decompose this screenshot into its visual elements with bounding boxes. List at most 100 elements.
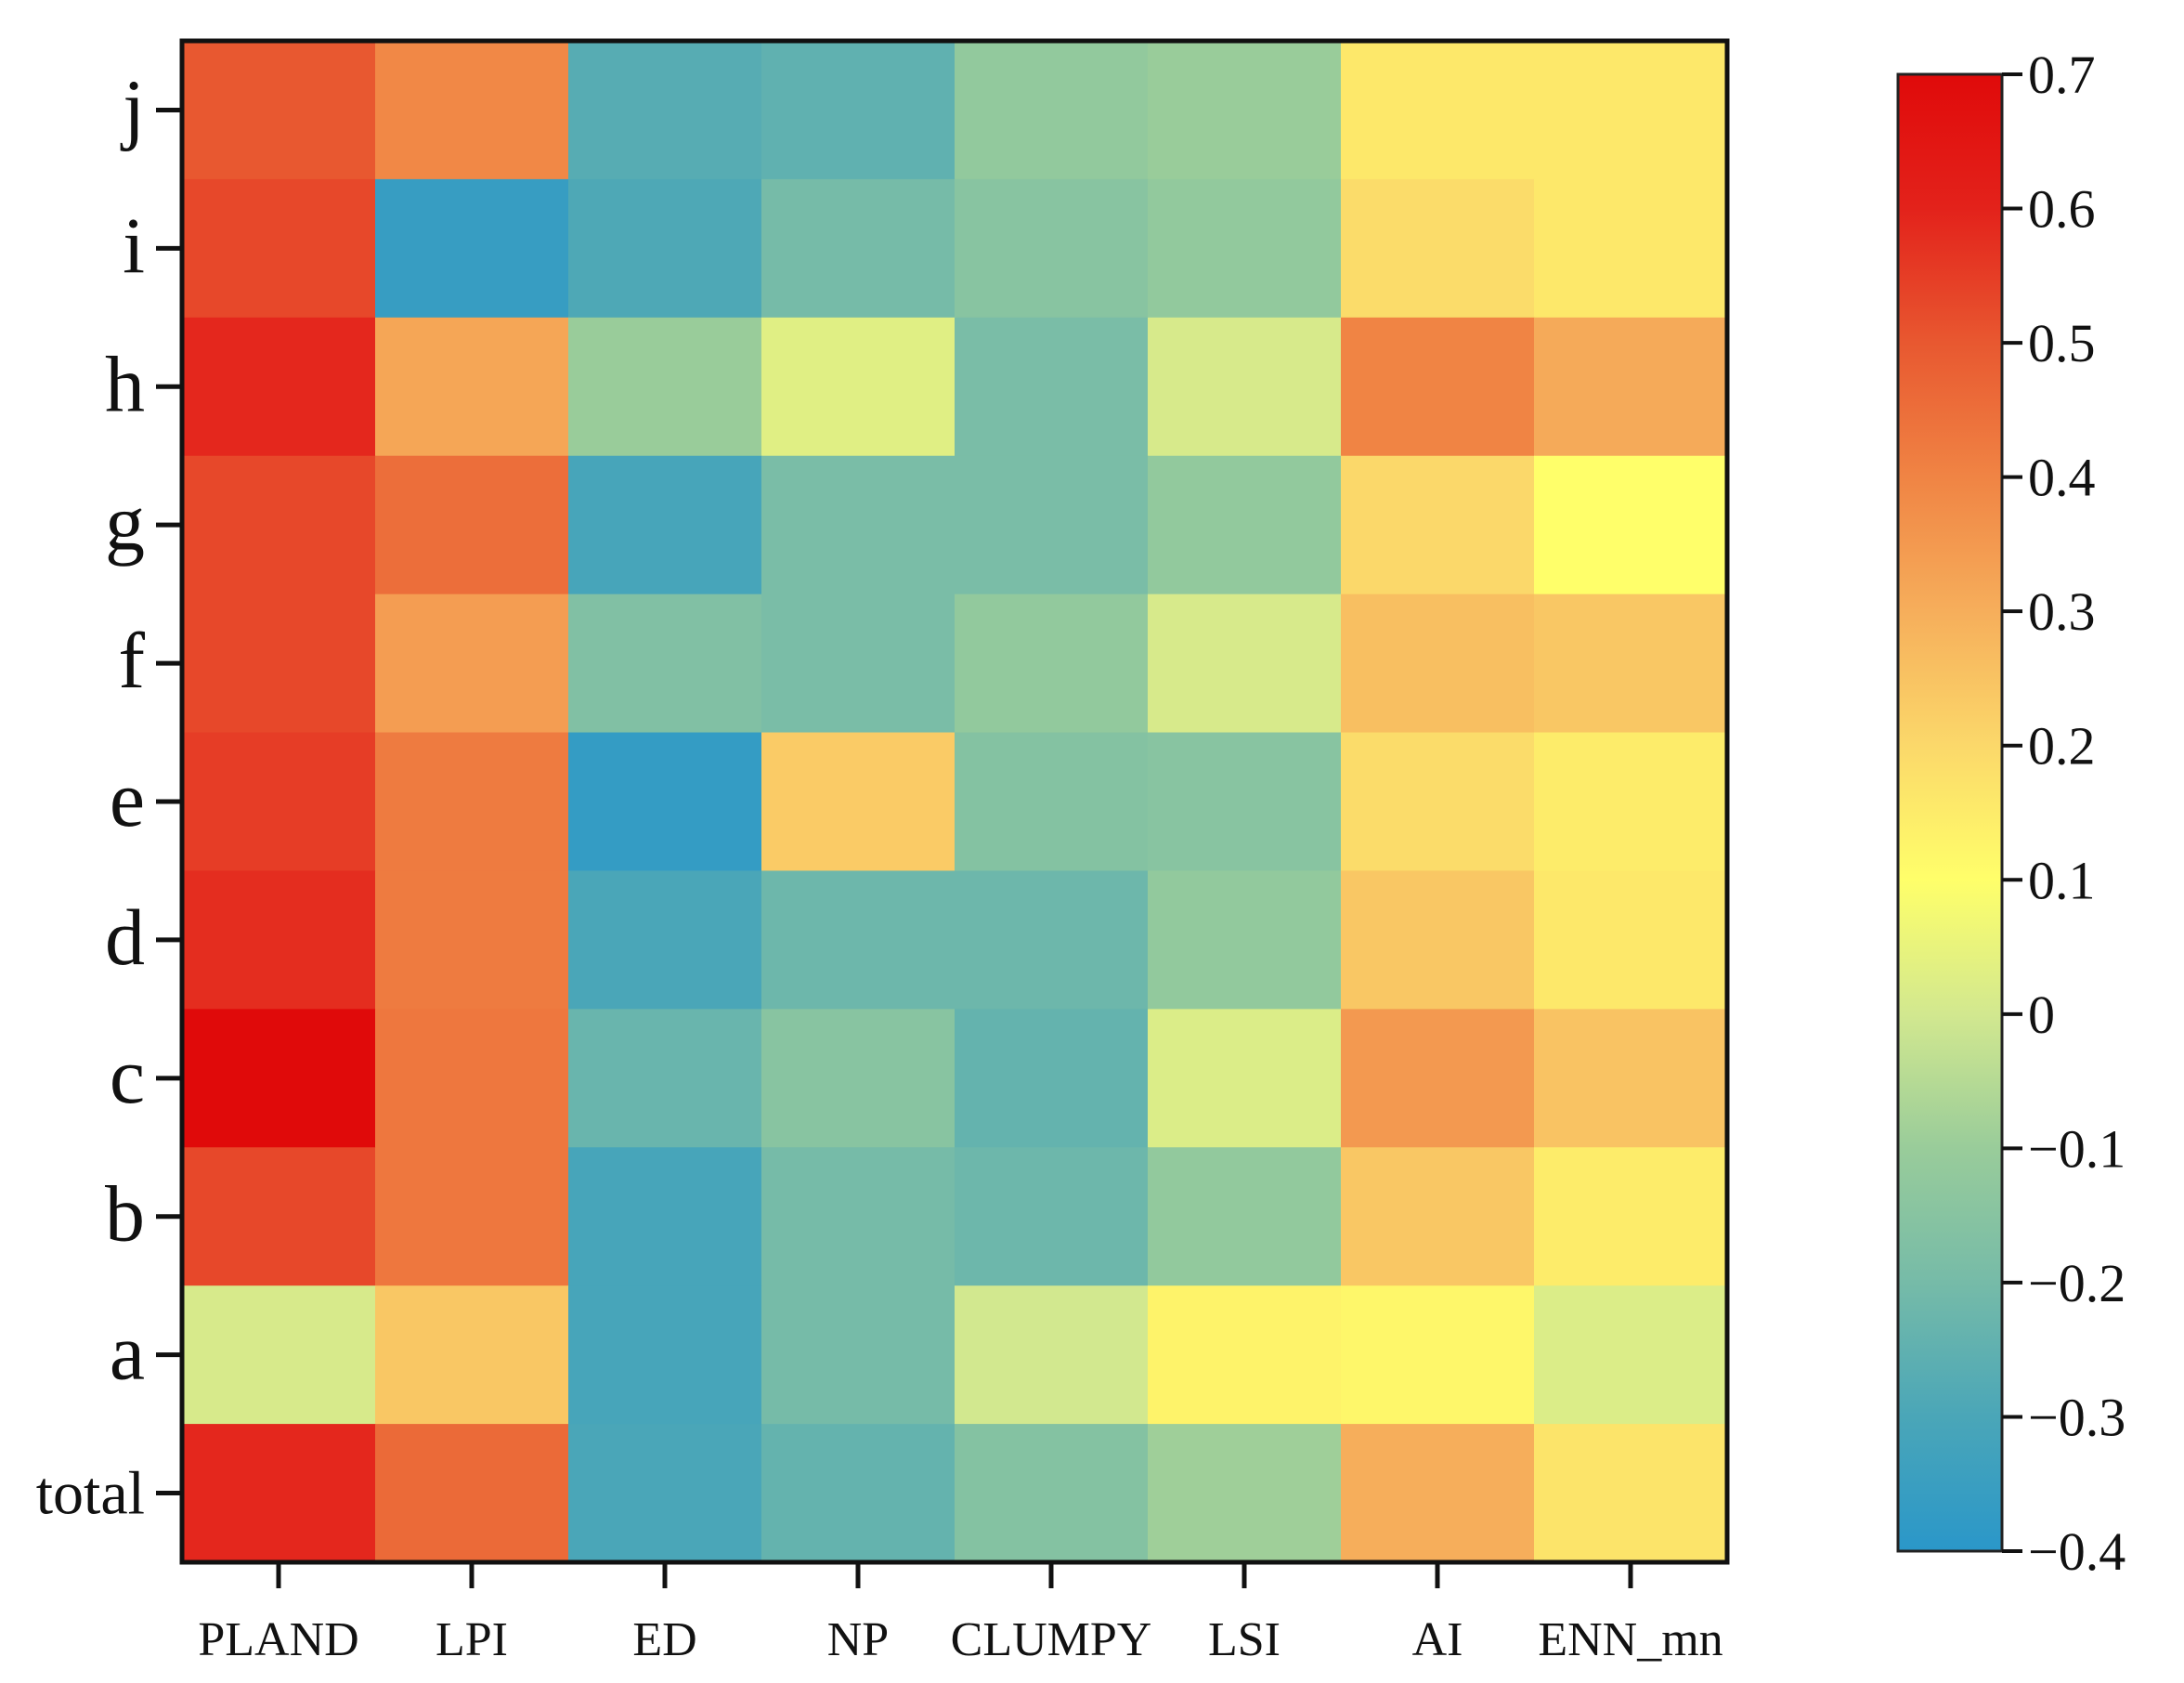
y-tick-label: j xyxy=(120,62,145,151)
colorbar-gradient xyxy=(1896,72,2004,1553)
cell-d-CLUMPY xyxy=(955,870,1149,1010)
cell-e-ENN_mn xyxy=(1534,732,1728,872)
cell-a-ENN_mn xyxy=(1534,1285,1728,1425)
cell-d-NP xyxy=(761,870,956,1010)
colorbar-tick-label: 0.7 xyxy=(2028,45,2096,105)
cell-h-NP xyxy=(761,317,956,457)
cell-h-ENN_mn xyxy=(1534,317,1728,457)
x-tick-label: LPI xyxy=(436,1613,508,1666)
x-tick-label: AI xyxy=(1412,1613,1463,1666)
cell-b-LSI xyxy=(1148,1147,1342,1286)
cell-f-PLAND xyxy=(182,594,376,734)
colorbar-tick-label: −0.2 xyxy=(2028,1253,2126,1313)
cell-a-NP xyxy=(761,1285,956,1425)
cell-h-LSI xyxy=(1148,317,1342,457)
cell-i-ENN_mn xyxy=(1534,178,1728,319)
colorbar-tick-label: −0.4 xyxy=(2028,1521,2126,1582)
colorbar-tick-label: 0.1 xyxy=(2028,850,2096,910)
cell-a-ED xyxy=(568,1285,762,1425)
cell-c-NP xyxy=(761,1009,956,1148)
y-tick-label: g xyxy=(105,477,145,567)
cell-f-LPI xyxy=(375,594,569,734)
cell-i-ED xyxy=(568,178,762,319)
colorbar-ticks: 0.7 0.6 0.5 0.4 0.3 0.2 0.1 0 −0.1 −0.2 −0.3 −0.4 xyxy=(2002,45,2126,1582)
cell-i-LSI xyxy=(1148,178,1342,319)
cell-g-LSI xyxy=(1148,455,1342,595)
cell-a-AI xyxy=(1341,1285,1535,1425)
y-tick-label: f xyxy=(118,616,145,705)
y-tick-label: total xyxy=(36,1460,145,1528)
colorbar-tick-label: 0.3 xyxy=(2028,581,2096,642)
cell-d-LSI xyxy=(1148,870,1342,1010)
colorbar-tick-label: −0.1 xyxy=(2028,1118,2126,1179)
y-tick-label: b xyxy=(105,1169,145,1259)
cell-b-LPI xyxy=(375,1147,569,1286)
x-tick-label: NP xyxy=(827,1613,889,1666)
cell-total-CLUMPY xyxy=(955,1424,1149,1563)
cell-e-AI xyxy=(1341,732,1535,872)
colorbar-tick-label: 0.6 xyxy=(2028,179,2096,240)
y-tick-label: c xyxy=(110,1031,145,1120)
x-tick-label: ENN_mn xyxy=(1538,1613,1722,1666)
cell-e-NP xyxy=(761,732,956,872)
cell-j-ENN_mn xyxy=(1534,41,1728,180)
cell-j-LSI xyxy=(1148,41,1342,180)
cell-j-LPI xyxy=(375,41,569,180)
cell-h-AI xyxy=(1341,317,1535,457)
colorbar: 0.7 0.6 0.5 0.4 0.3 0.2 0.1 0 −0.1 −0.2 −0.3 −0.4 xyxy=(1896,45,2126,1582)
cell-total-LSI xyxy=(1148,1424,1342,1563)
cell-i-NP xyxy=(761,178,956,319)
x-tick-label: CLUMPY xyxy=(951,1613,1152,1666)
cell-h-PLAND xyxy=(182,317,376,457)
cell-a-LSI xyxy=(1148,1285,1342,1425)
cell-g-AI xyxy=(1341,455,1535,595)
cell-b-ED xyxy=(568,1147,762,1286)
cell-c-ED xyxy=(568,1009,762,1148)
cell-h-LPI xyxy=(375,317,569,457)
cell-g-ED xyxy=(568,455,762,595)
cell-total-LPI xyxy=(375,1424,569,1563)
x-tick-label: LSI xyxy=(1208,1613,1280,1666)
cell-total-PLAND xyxy=(182,1424,376,1563)
cell-c-AI xyxy=(1341,1009,1535,1148)
x-tick-label: ED xyxy=(632,1613,696,1666)
cell-a-PLAND xyxy=(182,1285,376,1425)
cell-j-ED xyxy=(568,41,762,180)
cell-e-CLUMPY xyxy=(955,732,1149,872)
cell-a-CLUMPY xyxy=(955,1285,1149,1425)
x-tick-label: PLAND xyxy=(198,1613,358,1666)
cell-d-LPI xyxy=(375,870,569,1010)
cell-c-CLUMPY xyxy=(955,1009,1149,1148)
cell-j-PLAND xyxy=(182,41,376,180)
cell-f-ENN_mn xyxy=(1534,594,1728,734)
cell-i-LPI xyxy=(375,178,569,319)
cell-c-LSI xyxy=(1148,1009,1342,1148)
cell-i-CLUMPY xyxy=(955,178,1149,319)
cell-g-PLAND xyxy=(182,455,376,595)
cell-b-CLUMPY xyxy=(955,1147,1149,1286)
cell-total-ED xyxy=(568,1424,762,1563)
cell-g-LPI xyxy=(375,455,569,595)
cell-f-ED xyxy=(568,594,762,734)
cell-total-AI xyxy=(1341,1424,1535,1563)
cell-g-CLUMPY xyxy=(955,455,1149,595)
cell-d-ENN_mn xyxy=(1534,870,1728,1010)
cell-f-LSI xyxy=(1148,594,1342,734)
colorbar-tick-label: −0.3 xyxy=(2028,1387,2126,1447)
colorbar-tick-label: 0.4 xyxy=(2028,448,2096,508)
y-tick-label: a xyxy=(110,1308,145,1397)
heatmap-cells xyxy=(182,41,1728,1563)
cell-h-CLUMPY xyxy=(955,317,1149,457)
colorbar-tick-label: 0.2 xyxy=(2028,716,2096,776)
cell-g-NP xyxy=(761,455,956,595)
x-axis: PLAND LPI ED NP CLUMPY LSI AI ENN_mn xyxy=(198,1562,1723,1666)
cell-e-LPI xyxy=(375,732,569,872)
cell-e-LSI xyxy=(1148,732,1342,872)
cell-d-PLAND xyxy=(182,870,376,1010)
cell-c-PLAND xyxy=(182,1009,376,1148)
cell-c-ENN_mn xyxy=(1534,1009,1728,1148)
cell-d-AI xyxy=(1341,870,1535,1010)
cell-b-AI xyxy=(1341,1147,1535,1286)
